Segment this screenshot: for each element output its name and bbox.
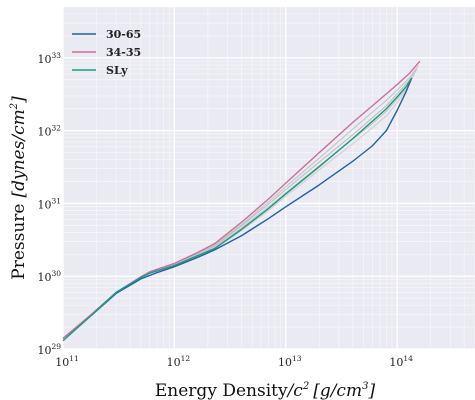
legend: 30-65 34-35 SLy xyxy=(72,28,141,77)
y-axis-label: Pressure[dynes/cm2] xyxy=(9,96,29,280)
series-line-sly xyxy=(62,77,413,342)
y-tick-label: 1032 xyxy=(37,124,61,139)
x-tick-label: 1012 xyxy=(167,354,191,369)
y-tick-label: 1033 xyxy=(37,51,61,66)
series-line-30-65 xyxy=(62,77,413,339)
y-tick-labels: 1029 1030 1031 1032 1033 xyxy=(37,51,61,357)
plot-area xyxy=(63,7,475,349)
legend-label-30-65: 30-65 xyxy=(106,28,141,41)
x-tick-labels: 1011 1012 1013 1014 xyxy=(55,354,413,369)
x-tick-label: 1013 xyxy=(278,354,302,369)
y-tick-label: 1031 xyxy=(37,196,61,211)
x-tick-label: 1011 xyxy=(55,354,79,369)
legend-label-sly: SLy xyxy=(106,64,128,77)
x-tick-label: 1014 xyxy=(389,354,413,369)
series-layer xyxy=(62,60,421,342)
y-tick-label: 1030 xyxy=(37,269,61,284)
x-axis-label: Energy Density/c2 [g/cm3] xyxy=(155,381,376,400)
legend-label-34-35: 34-35 xyxy=(106,46,141,59)
y-tick-label: 1029 xyxy=(37,342,61,357)
minor-grid xyxy=(63,6,475,349)
